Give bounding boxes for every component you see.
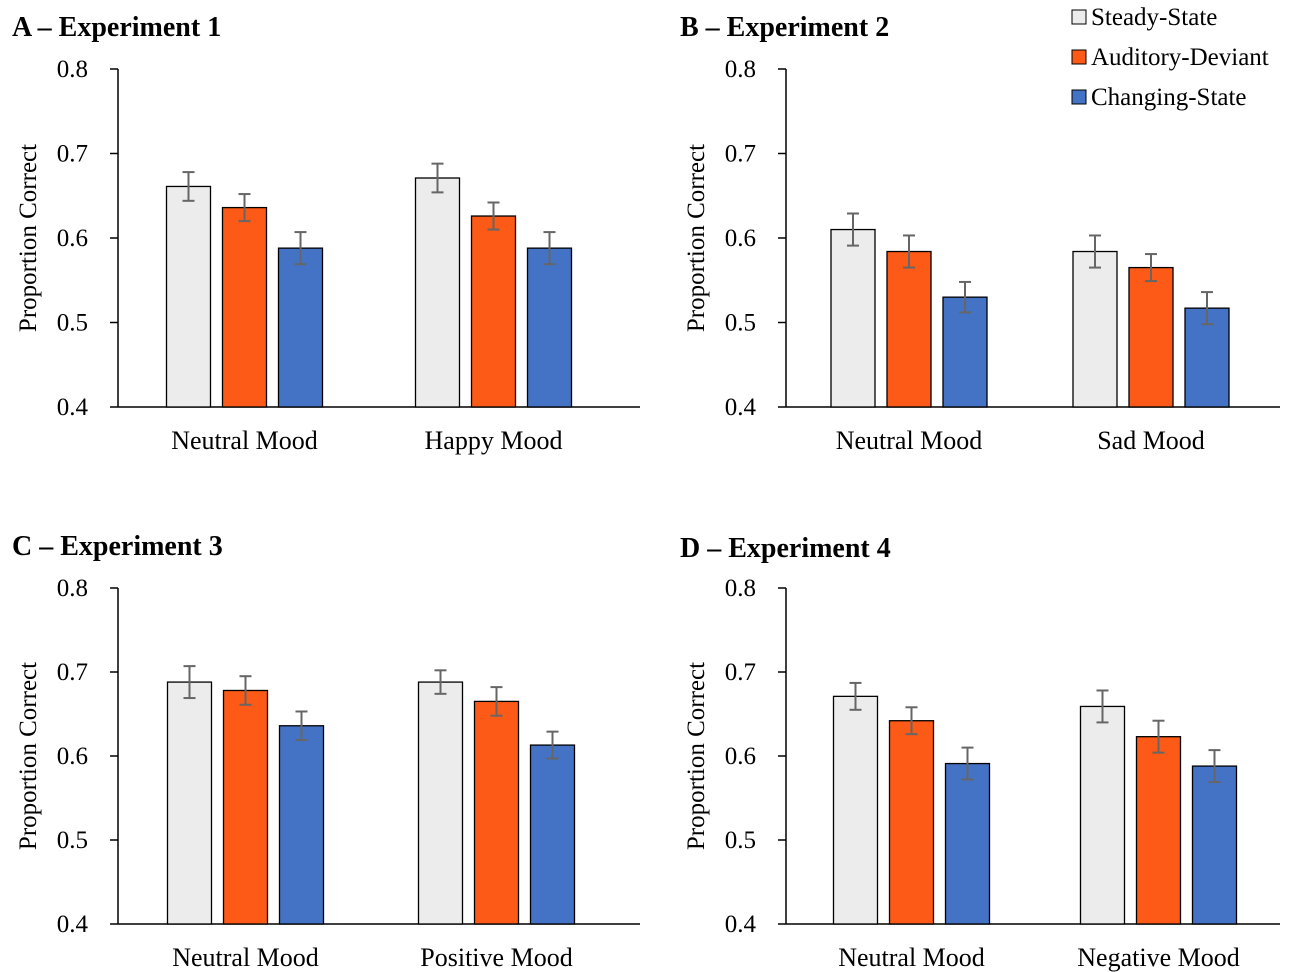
legend-swatch-3 bbox=[1071, 89, 1087, 105]
legend-label-1: Steady-State bbox=[1091, 4, 1217, 31]
bar-steady-state-positive-mood bbox=[417, 681, 464, 925]
bar-steady-state-negative-mood bbox=[1079, 705, 1126, 925]
bar-steady-state-happy-mood bbox=[414, 177, 461, 408]
y-tick-label: 0.8 bbox=[57, 575, 88, 602]
bar-changing-state-neutral-mood bbox=[942, 296, 988, 408]
x-category-label: Sad Mood bbox=[1097, 426, 1205, 455]
panel-title: B – Experiment 2 bbox=[680, 12, 889, 43]
bar-changing-state-negative-mood bbox=[1191, 765, 1238, 925]
x-category-label: Happy Mood bbox=[425, 426, 563, 455]
legend: Steady-State Auditory-Deviant Changing-Sta… bbox=[1071, 4, 1269, 111]
y-axis-title: Proportion Correct bbox=[15, 662, 42, 850]
y-tick-label: 0.7 bbox=[725, 141, 756, 168]
bar-auditory-deviant-positive-mood bbox=[473, 700, 520, 925]
legend-label-2: Auditory-Deviant bbox=[1091, 44, 1269, 71]
y-tick-label: 0.5 bbox=[725, 310, 756, 337]
y-tick-label: 0.4 bbox=[57, 911, 89, 938]
panel-title: D – Experiment 4 bbox=[680, 533, 891, 564]
bar-changing-state-neutral-mood bbox=[277, 247, 324, 408]
chart-panel-2: B – Experiment 2 Proportion Correct 0.8 0.7… bbox=[680, 12, 1280, 455]
x-category-label: Neutral Mood bbox=[171, 426, 318, 455]
bar-auditory-deviant-happy-mood bbox=[470, 215, 517, 408]
y-axis-title: Proportion Correct bbox=[15, 144, 42, 332]
y-axis-title: Proportion Correct bbox=[683, 662, 710, 850]
bar-auditory-deviant-negative-mood bbox=[1135, 736, 1182, 925]
legend-swatch-2 bbox=[1071, 49, 1087, 65]
bar-auditory-deviant-neutral-mood bbox=[221, 206, 268, 408]
panel-title: C – Experiment 3 bbox=[12, 531, 223, 562]
x-category-label: Neutral Mood bbox=[836, 426, 983, 455]
y-tick-label: 0.5 bbox=[57, 827, 88, 854]
y-tick-label: 0.7 bbox=[57, 659, 88, 686]
x-category-label: Positive Mood bbox=[420, 943, 572, 972]
y-tick-label: 0.5 bbox=[725, 827, 756, 854]
bar-auditory-deviant-sad-mood bbox=[1128, 266, 1174, 408]
bar-changing-state-neutral-mood bbox=[944, 762, 991, 925]
y-tick-label: 0.7 bbox=[57, 141, 88, 168]
chart-panel-4: D – Experiment 4 Proportion Correct 0.8 0.7… bbox=[680, 533, 1280, 972]
x-category-label: Negative Mood bbox=[1077, 943, 1239, 972]
y-tick-label: 0.8 bbox=[725, 575, 756, 602]
x-category-label: Neutral Mood bbox=[838, 943, 985, 972]
y-tick-label: 0.4 bbox=[725, 911, 757, 938]
bar-steady-state-neutral-mood bbox=[165, 185, 212, 408]
panel-title: A – Experiment 1 bbox=[12, 12, 221, 43]
y-axis-title: Proportion Correct bbox=[683, 144, 710, 332]
bar-steady-state-neutral-mood bbox=[832, 695, 879, 925]
y-tick-label: 0.8 bbox=[57, 56, 88, 83]
x-category-label: Neutral Mood bbox=[172, 943, 319, 972]
y-tick-label: 0.8 bbox=[725, 56, 756, 83]
legend-label-3: Changing-State bbox=[1091, 84, 1247, 111]
bar-steady-state-sad-mood bbox=[1072, 250, 1118, 408]
y-tick-label: 0.6 bbox=[57, 743, 88, 770]
bar-steady-state-neutral-mood bbox=[166, 681, 213, 925]
chart-panel-1: A – Experiment 1 Proportion Correct 0.8 0.7… bbox=[12, 12, 640, 455]
y-tick-label: 0.6 bbox=[57, 225, 88, 252]
bar-auditory-deviant-neutral-mood bbox=[222, 689, 269, 925]
legend-swatch-1 bbox=[1071, 9, 1087, 25]
bar-steady-state-neutral-mood bbox=[830, 228, 876, 408]
bar-changing-state-neutral-mood bbox=[278, 725, 325, 925]
y-tick-label: 0.4 bbox=[57, 394, 89, 421]
bar-changing-state-positive-mood bbox=[529, 744, 576, 925]
y-tick-label: 0.5 bbox=[57, 310, 88, 337]
y-tick-label: 0.7 bbox=[725, 659, 756, 686]
bar-changing-state-happy-mood bbox=[526, 247, 573, 408]
y-tick-label: 0.4 bbox=[725, 394, 757, 421]
y-tick-label: 0.6 bbox=[725, 225, 756, 252]
bar-auditory-deviant-neutral-mood bbox=[888, 720, 935, 925]
chart-panel-3: C – Experiment 3 Proportion Correct 0.8 0.7… bbox=[12, 531, 640, 972]
bar-auditory-deviant-neutral-mood bbox=[886, 250, 932, 408]
y-tick-label: 0.6 bbox=[725, 743, 756, 770]
